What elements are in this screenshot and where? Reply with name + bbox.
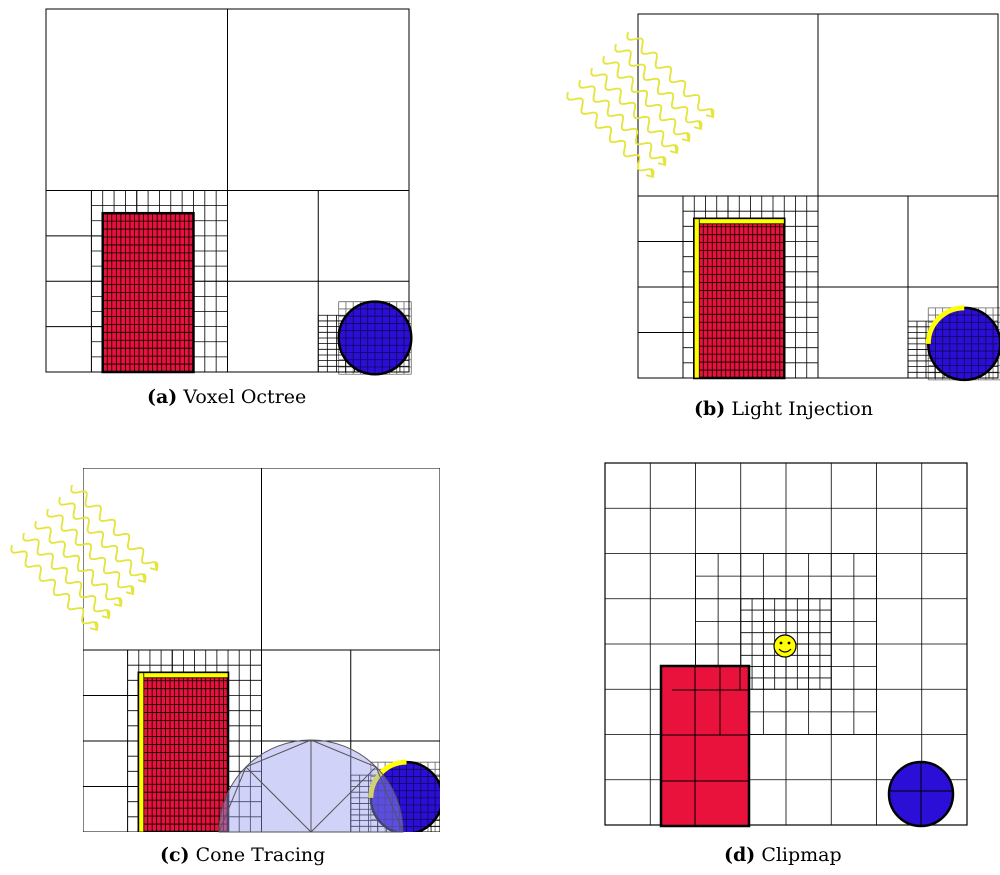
light-ray-4-path <box>58 496 147 583</box>
light-rays-icon <box>10 484 159 632</box>
light-ray-2-arrowhead <box>113 598 123 608</box>
caption-a: (a) Voxel Octree <box>147 386 306 408</box>
light-ray-0 <box>566 91 655 179</box>
panel-cone-tracing <box>10 468 440 833</box>
light-ray-3-path <box>602 55 691 142</box>
light-rays-icon <box>566 31 715 179</box>
smiley-mouth <box>778 648 792 653</box>
light-ray-4-arrowhead <box>693 121 703 131</box>
blue-sphere-voxels <box>338 301 412 375</box>
clipmap-red-box <box>659 664 751 828</box>
red-box-voxels-lines <box>102 212 194 373</box>
panel-voxel-octree <box>45 8 413 376</box>
clipmap-red-lines <box>661 666 749 826</box>
light-ray-0 <box>10 544 99 632</box>
light-ray-1-path <box>578 79 667 166</box>
light-ray-2-arrowhead <box>669 145 679 155</box>
panel-clipmap <box>604 462 968 828</box>
caption-c-title: Cone Tracing <box>195 844 326 866</box>
red-box-voxels-lines <box>138 672 229 832</box>
smiley-eye-left <box>779 641 783 645</box>
light-ray-0-path <box>566 91 655 178</box>
cone-edge-1 <box>245 739 312 768</box>
cone-fan-lines <box>218 739 404 833</box>
red-box-lit-side <box>138 672 145 832</box>
light-ray-1 <box>22 532 111 620</box>
light-ray-1-arrowhead <box>101 610 111 620</box>
caption-a-tag: (a) <box>147 386 178 408</box>
light-ray-5-arrowhead <box>149 562 159 572</box>
light-ray-3-arrowhead <box>125 586 135 596</box>
light-ray-2-path <box>590 67 679 154</box>
clipmap-bounds <box>604 462 968 826</box>
caption-d: (d) Clipmap <box>724 844 842 866</box>
cone-axis-1 <box>245 766 312 833</box>
light-ray-0-arrowhead <box>645 169 655 179</box>
light-ray-5-arrowhead <box>705 109 715 119</box>
red-box-voxels-lines <box>693 218 785 379</box>
light-ray-2-path <box>34 520 123 607</box>
clipmap-red-cell-lines <box>661 666 749 826</box>
cone-edge-3 <box>375 766 404 833</box>
cone-tracing-clip <box>83 468 440 832</box>
blue-sphere-voxels-lines <box>338 301 412 375</box>
light-ray-4-path <box>614 43 703 130</box>
cone-axis-3 <box>310 766 377 833</box>
light-ray-0-path <box>10 544 99 631</box>
light-ray-3 <box>602 55 691 143</box>
cone-edge-0 <box>218 766 247 833</box>
clipmap-blue-cross <box>889 762 953 826</box>
caption-b-tag: (b) <box>694 398 726 420</box>
light-ray-0-arrowhead <box>89 622 99 632</box>
light-ray-5-path <box>626 31 715 118</box>
light-ray-5-path <box>70 484 159 571</box>
clipmap-blue-lines <box>889 762 953 826</box>
smiley-face-icon <box>773 634 797 658</box>
caption-d-title: Clipmap <box>761 844 842 866</box>
smiley-eye-right <box>787 641 791 645</box>
caption-a-title: Voxel Octree <box>183 386 307 408</box>
red-box-voxels <box>102 212 194 373</box>
caption-b: (b) Light Injection <box>694 398 873 420</box>
panel-light-injection <box>566 13 1000 382</box>
light-ray-3-arrowhead <box>681 133 691 143</box>
light-ray-4-arrowhead <box>137 574 147 584</box>
blue-sphere-lit-edge <box>925 305 965 344</box>
red-box-lit-side <box>693 218 700 379</box>
red-box-lit-top <box>693 218 785 225</box>
light-ray-5 <box>70 484 159 572</box>
light-ray-1-arrowhead <box>657 157 667 167</box>
red-box-voxels <box>693 218 785 379</box>
cone-edge-2 <box>310 739 377 768</box>
caption-d-tag: (d) <box>724 844 756 866</box>
smiley-head <box>773 634 797 658</box>
light-ray-5 <box>626 31 715 119</box>
caption-b-title: Light Injection <box>731 398 873 420</box>
caption-c: (c) Cone Tracing <box>160 844 325 866</box>
red-box-lit-top <box>138 672 229 679</box>
light-ray-3 <box>46 508 135 596</box>
light-ray-1-path <box>22 532 111 619</box>
light-ray-4 <box>614 43 703 131</box>
light-ray-4 <box>58 496 147 584</box>
clipmap-red-fill <box>659 664 751 828</box>
red-box-voxels <box>138 672 229 832</box>
light-ray-1 <box>578 79 667 167</box>
light-ray-2 <box>34 520 123 608</box>
caption-c-tag: (c) <box>160 844 190 866</box>
light-ray-2 <box>590 67 679 155</box>
light-ray-3-path <box>46 508 135 595</box>
